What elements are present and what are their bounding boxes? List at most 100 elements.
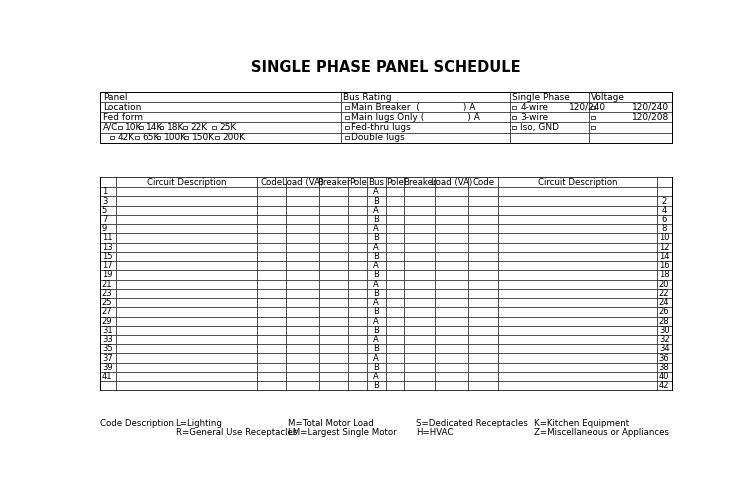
Text: 4-wire: 4-wire (520, 103, 548, 112)
Bar (286, 335, 319, 344)
Bar (100, 177, 672, 390)
Bar (468, 335, 498, 344)
Text: Load (VA): Load (VA) (282, 178, 323, 187)
Text: L=Lighting: L=Lighting (175, 419, 222, 428)
Bar (589, 113, 672, 122)
Text: 40: 40 (659, 372, 669, 381)
Text: Code: Code (261, 178, 282, 187)
Bar (498, 271, 657, 280)
Bar (367, 261, 386, 271)
Bar (386, 317, 404, 326)
Bar (100, 113, 340, 122)
Text: 18K: 18K (167, 123, 184, 132)
Text: A: A (373, 372, 379, 381)
Bar (589, 122, 672, 132)
Bar (349, 317, 367, 326)
Bar (345, 106, 349, 109)
Bar (319, 271, 349, 280)
Bar (100, 372, 116, 381)
Text: B: B (373, 271, 380, 280)
Text: 65K: 65K (142, 133, 160, 142)
Bar (286, 224, 319, 233)
Bar (319, 307, 349, 317)
Bar (386, 187, 404, 196)
Text: 41: 41 (102, 372, 112, 381)
Bar (184, 136, 188, 139)
Text: B: B (373, 308, 380, 317)
Text: LM=Largest Single Motor: LM=Largest Single Motor (288, 428, 397, 437)
Text: Pole: Pole (349, 178, 367, 187)
Bar (657, 335, 672, 344)
Bar (215, 136, 218, 139)
Bar (468, 252, 498, 261)
Bar (657, 261, 672, 271)
Text: 120/208: 120/208 (632, 113, 669, 122)
Bar (386, 307, 404, 317)
Bar (319, 298, 349, 307)
Text: Fed form: Fed form (102, 113, 142, 122)
Text: 9: 9 (102, 224, 107, 233)
Bar (286, 205, 319, 215)
Bar (319, 335, 349, 344)
Bar (319, 196, 349, 205)
Text: S=Dedicated Receptacles: S=Dedicated Receptacles (416, 419, 528, 428)
Bar (257, 326, 286, 335)
Bar (498, 317, 657, 326)
Bar (498, 381, 657, 390)
Text: 33: 33 (102, 335, 113, 344)
Bar (435, 354, 468, 363)
Bar (498, 233, 657, 242)
Bar (116, 196, 257, 205)
Text: A: A (373, 280, 379, 289)
Text: 120/240: 120/240 (569, 103, 605, 112)
Bar (116, 224, 257, 233)
Text: 100K: 100K (164, 133, 187, 142)
Bar (286, 215, 319, 224)
Bar (116, 354, 257, 363)
Text: 39: 39 (102, 363, 112, 372)
Bar (435, 215, 468, 224)
Bar (100, 307, 116, 317)
Bar (498, 354, 657, 363)
Bar (367, 224, 386, 233)
Bar (100, 271, 116, 280)
Bar (386, 298, 404, 307)
Bar (468, 372, 498, 381)
Bar (468, 215, 498, 224)
Text: 15: 15 (102, 252, 112, 261)
Bar (435, 271, 468, 280)
Bar (116, 252, 257, 261)
Bar (257, 252, 286, 261)
Bar (100, 298, 116, 307)
Text: 37: 37 (102, 354, 113, 363)
Bar (349, 177, 367, 187)
Bar (498, 252, 657, 261)
Text: H=HVAC: H=HVAC (416, 428, 453, 437)
Bar (257, 289, 286, 298)
Bar (286, 344, 319, 354)
Bar (386, 354, 404, 363)
Bar (367, 196, 386, 205)
Bar (319, 215, 349, 224)
Bar (657, 205, 672, 215)
Bar (468, 205, 498, 215)
Bar (110, 136, 114, 139)
Bar (340, 103, 510, 113)
Bar (498, 298, 657, 307)
Bar (257, 261, 286, 271)
Text: 1: 1 (102, 187, 107, 196)
Text: 10K: 10K (125, 123, 142, 132)
Bar (257, 196, 286, 205)
Bar (404, 289, 435, 298)
Bar (657, 233, 672, 242)
Bar (116, 233, 257, 242)
Bar (386, 196, 404, 205)
Bar (510, 132, 589, 142)
Bar (319, 205, 349, 215)
Text: R=General Use Receptacles: R=General Use Receptacles (175, 428, 297, 437)
Bar (435, 252, 468, 261)
Bar (468, 307, 498, 317)
Text: 34: 34 (659, 344, 669, 353)
Bar (100, 252, 116, 261)
Text: Code Description: Code Description (100, 419, 175, 428)
